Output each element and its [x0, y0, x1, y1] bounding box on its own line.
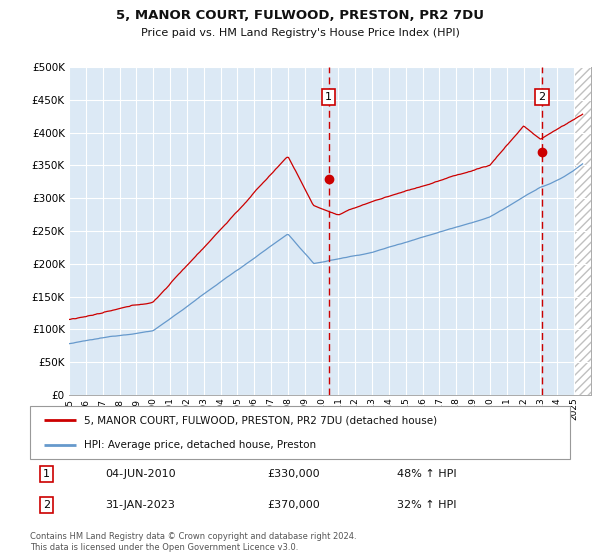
Text: 2: 2	[43, 500, 50, 510]
Text: 5, MANOR COURT, FULWOOD, PRESTON, PR2 7DU (detached house): 5, MANOR COURT, FULWOOD, PRESTON, PR2 7D…	[84, 416, 437, 426]
Text: 04-JUN-2010: 04-JUN-2010	[106, 469, 176, 479]
Text: HPI: Average price, detached house, Preston: HPI: Average price, detached house, Pres…	[84, 440, 316, 450]
Text: 1: 1	[325, 92, 332, 102]
Text: 48% ↑ HPI: 48% ↑ HPI	[397, 469, 457, 479]
Text: 5, MANOR COURT, FULWOOD, PRESTON, PR2 7DU: 5, MANOR COURT, FULWOOD, PRESTON, PR2 7D…	[116, 10, 484, 22]
Text: £330,000: £330,000	[268, 469, 320, 479]
Text: Price paid vs. HM Land Registry's House Price Index (HPI): Price paid vs. HM Land Registry's House …	[140, 27, 460, 38]
Text: £370,000: £370,000	[268, 500, 320, 510]
Text: 32% ↑ HPI: 32% ↑ HPI	[397, 500, 457, 510]
FancyBboxPatch shape	[30, 406, 570, 459]
Text: 2: 2	[538, 92, 545, 102]
Text: 31-JAN-2023: 31-JAN-2023	[106, 500, 175, 510]
Text: Contains HM Land Registry data © Crown copyright and database right 2024.
This d: Contains HM Land Registry data © Crown c…	[30, 532, 356, 552]
Text: 1: 1	[43, 469, 50, 479]
